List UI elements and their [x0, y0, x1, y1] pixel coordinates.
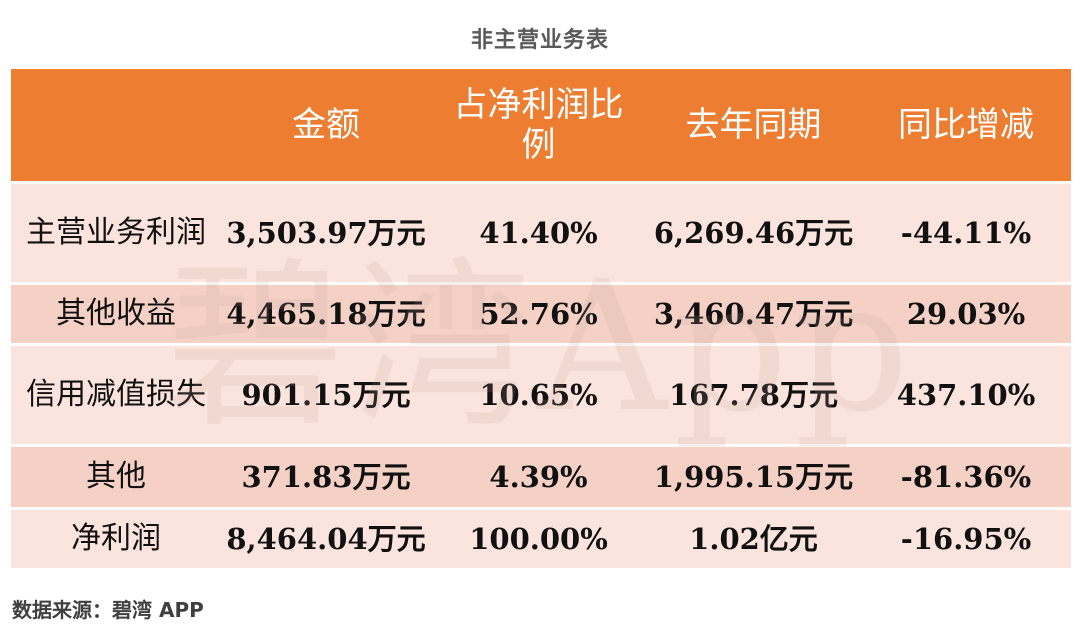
row-label: 其他 — [11, 445, 221, 510]
header-yoy-change: 同比增减 — [861, 69, 1071, 184]
cell-yoy: 29.03% — [861, 283, 1071, 346]
header-amount: 金额 — [221, 69, 431, 184]
header-share-of-net-profit: 占净利润比例 — [431, 69, 646, 184]
table-row: 主营业务利润 3,503.97万元 41.40% 6,269.46万元 -44.… — [11, 182, 1071, 285]
cell-yoy: -81.36% — [861, 445, 1071, 510]
non-core-business-table: 金额 占净利润比例 去年同期 同比增减 主营业务利润 3,503.97万元 41… — [11, 69, 1071, 571]
row-label: 其他收益 — [11, 283, 221, 346]
row-label: 净利润 — [11, 508, 221, 571]
cell-yoy: 437.10% — [861, 344, 1071, 447]
cell-amount: 8,464.04万元 — [221, 508, 431, 571]
header-prior-year: 去年同期 — [646, 69, 861, 184]
data-source-footer: 数据来源：碧湾 APP — [12, 598, 204, 622]
header-item — [11, 69, 221, 184]
cell-amount: 4,465.18万元 — [221, 283, 431, 346]
cell-share: 10.65% — [431, 344, 646, 447]
cell-share: 41.40% — [431, 182, 646, 285]
cell-amount: 3,503.97万元 — [221, 182, 431, 285]
cell-yoy: -44.11% — [861, 182, 1071, 285]
table-title: 非主营业务表 — [470, 28, 609, 53]
row-label: 信用减值损失 — [11, 344, 221, 447]
cell-prior-year: 6,269.46万元 — [646, 182, 861, 285]
cell-share: 52.76% — [431, 283, 646, 346]
table-row: 信用减值损失 901.15万元 10.65% 167.78万元 437.10% — [11, 344, 1071, 447]
cell-prior-year: 167.78万元 — [646, 344, 861, 447]
header-row: 金额 占净利润比例 去年同期 同比增减 — [11, 69, 1071, 184]
cell-yoy: -16.95% — [861, 508, 1071, 571]
cell-prior-year: 1,995.15万元 — [646, 445, 861, 510]
cell-share: 4.39% — [431, 445, 646, 510]
cell-amount: 371.83万元 — [221, 445, 431, 510]
table-row: 净利润 8,464.04万元 100.00% 1.02亿元 -16.95% — [11, 508, 1071, 571]
cell-prior-year: 3,460.47万元 — [646, 283, 861, 346]
cell-share: 100.00% — [431, 508, 646, 571]
row-label: 主营业务利润 — [11, 182, 221, 285]
cell-amount: 901.15万元 — [221, 344, 431, 447]
table-row: 其他 371.83万元 4.39% 1,995.15万元 -81.36% — [11, 445, 1071, 510]
cell-prior-year: 1.02亿元 — [646, 508, 861, 571]
table-row: 其他收益 4,465.18万元 52.76% 3,460.47万元 29.03% — [11, 283, 1071, 346]
